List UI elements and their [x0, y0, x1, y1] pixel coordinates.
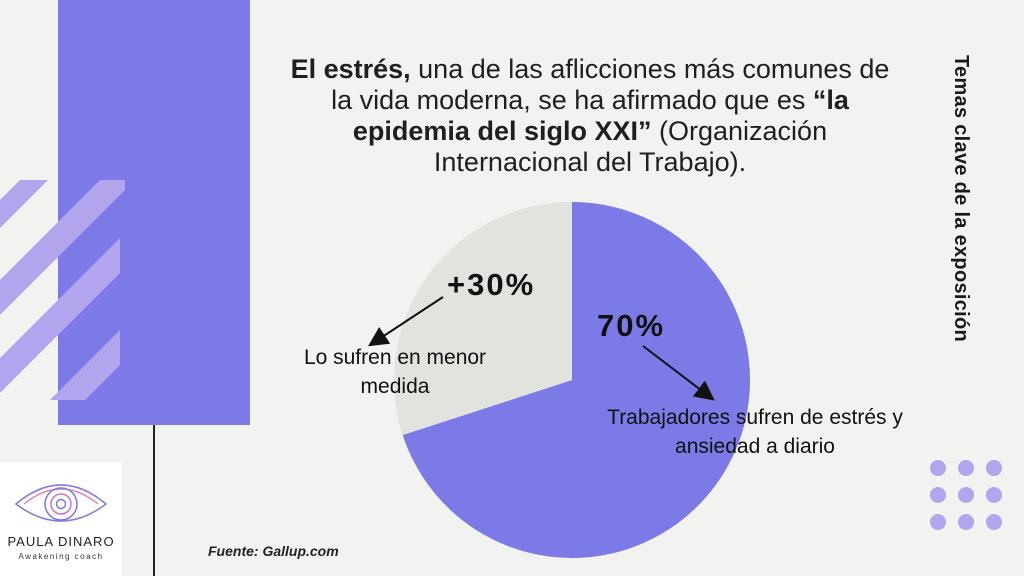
slice-description-70: Trabajadores sufren de estrés y ansiedad… [607, 406, 903, 458]
decor-dot [930, 514, 946, 530]
slice-description-30: Lo sufren en menor medida [303, 346, 487, 398]
decor-dot [930, 487, 946, 503]
decor-dot [986, 487, 1002, 503]
brand-logo: PAULA DINARO Awakening coach [0, 462, 122, 576]
dot-grid-decoration [930, 460, 1010, 530]
source-citation: Fuente: Gallup.com [208, 543, 339, 559]
decor-dot [930, 460, 946, 476]
headline-bold-1: El estrés, [290, 54, 411, 84]
arrow-30-icon [367, 296, 444, 347]
arrow-70-icon [642, 345, 715, 401]
decor-dot [958, 514, 974, 530]
pie-slice-1 [394, 202, 572, 436]
headline-text-1: una de las aflicciones más comunes de la… [331, 54, 890, 115]
headline-bold-2: “la epidemia del siglo XXI” [352, 85, 849, 146]
logo-name: PAULA DINARO [7, 534, 115, 549]
decor-dot [986, 460, 1002, 476]
side-title: Temas clave de la exposición [950, 55, 972, 343]
headline: El estrés, una de las aflicciones más co… [290, 54, 890, 178]
slice-label-70: 70% [597, 308, 666, 343]
headline-text-2: (Organización Internacional del Trabajo)… [433, 116, 828, 177]
diagonal-stripes-decoration [0, 180, 125, 400]
logo-tagline: Awakening coach [18, 552, 104, 561]
slice-label-30: +30% [447, 267, 536, 302]
eye-logo-icon [14, 484, 108, 522]
decor-dot [958, 460, 974, 476]
decor-dot [986, 514, 1002, 530]
pie-slice-0 [402, 202, 750, 558]
decor-dot [958, 487, 974, 503]
vertical-divider-line [153, 425, 155, 576]
pie-slices [394, 202, 750, 558]
